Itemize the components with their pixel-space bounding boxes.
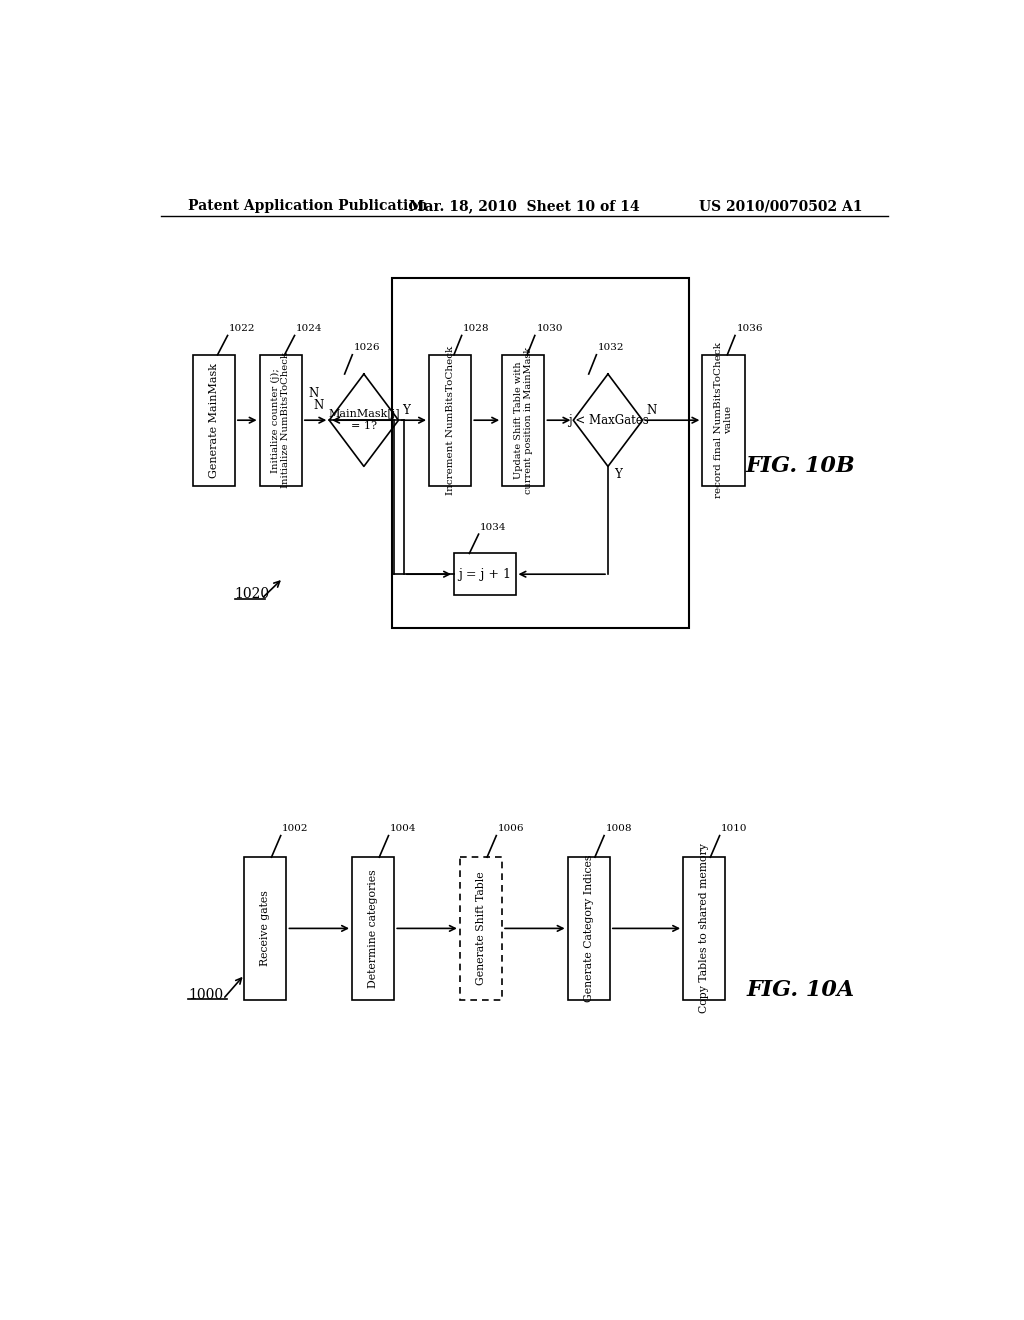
- Bar: [259, 355, 302, 486]
- Text: 1022: 1022: [229, 325, 256, 333]
- Bar: [567, 857, 610, 999]
- Bar: [702, 355, 744, 486]
- Text: Copy Tables to shared memory: Copy Tables to shared memory: [699, 843, 710, 1014]
- Bar: [683, 857, 725, 999]
- Text: record final NumBitsToCheck
value: record final NumBitsToCheck value: [714, 342, 733, 498]
- Text: 1010: 1010: [721, 824, 748, 833]
- Bar: [244, 857, 287, 999]
- Text: N: N: [308, 387, 318, 400]
- Text: 1006: 1006: [498, 824, 524, 833]
- Text: Generate MainMask: Generate MainMask: [209, 363, 219, 478]
- Bar: [460, 857, 502, 999]
- Text: 1002: 1002: [283, 824, 309, 833]
- Text: j = j + 1: j = j + 1: [459, 568, 511, 581]
- Bar: [502, 355, 545, 486]
- Text: Generate Category Indices: Generate Category Indices: [584, 855, 594, 1002]
- Text: 1028: 1028: [463, 325, 489, 333]
- Text: 1004: 1004: [390, 824, 417, 833]
- Text: Update Shift Table with
current position in MainMask: Update Shift Table with current position…: [514, 347, 532, 494]
- Text: 1024: 1024: [296, 325, 323, 333]
- Text: FIG. 10A: FIG. 10A: [746, 979, 854, 1001]
- Text: Receive gates: Receive gates: [260, 891, 270, 966]
- Text: 1030: 1030: [537, 325, 563, 333]
- Text: MainMask[j]
= 1?: MainMask[j] = 1?: [328, 409, 399, 432]
- Text: 1020: 1020: [234, 587, 269, 601]
- Text: Increment NumBitsToCheck: Increment NumBitsToCheck: [445, 346, 455, 495]
- Text: Y: Y: [614, 469, 622, 480]
- Text: Initialize counter (j);
Initialize NumBitsToCheck: Initialize counter (j); Initialize NumBi…: [271, 352, 291, 488]
- Text: 1036: 1036: [736, 325, 763, 333]
- Text: Determine categories: Determine categories: [368, 869, 378, 987]
- Text: 1032: 1032: [598, 343, 625, 352]
- Text: 1034: 1034: [480, 523, 507, 532]
- Text: 1000: 1000: [188, 987, 223, 1002]
- Text: Generate Shift Table: Generate Shift Table: [476, 871, 486, 985]
- Text: FIG. 10B: FIG. 10B: [745, 455, 855, 478]
- Bar: [392, 277, 689, 628]
- Bar: [352, 857, 394, 999]
- Bar: [193, 355, 234, 486]
- Text: N: N: [646, 404, 656, 417]
- Text: 1026: 1026: [354, 343, 380, 352]
- Text: Y: Y: [402, 404, 411, 417]
- Bar: [429, 355, 471, 486]
- Text: Mar. 18, 2010  Sheet 10 of 14: Mar. 18, 2010 Sheet 10 of 14: [410, 199, 640, 213]
- Text: j < MaxGates: j < MaxGates: [567, 413, 648, 426]
- Text: N: N: [313, 399, 324, 412]
- Text: 1008: 1008: [605, 824, 632, 833]
- Text: Patent Application Publication: Patent Application Publication: [188, 199, 428, 213]
- Text: US 2010/0070502 A1: US 2010/0070502 A1: [698, 199, 862, 213]
- Bar: [454, 553, 515, 595]
